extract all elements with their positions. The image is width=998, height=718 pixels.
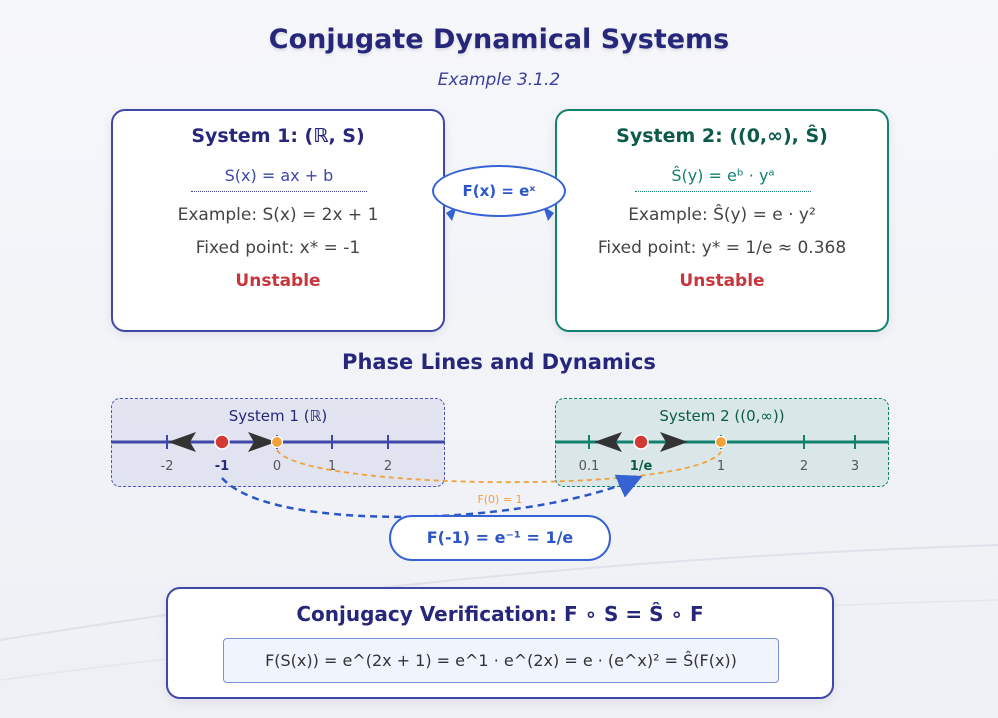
system1-card: System 1: (ℝ, S) S(x) = ax + b Example: …: [111, 109, 445, 332]
system1-stability: Unstable: [235, 271, 321, 291]
tick-label: 1: [717, 459, 725, 474]
verification-title: Conjugacy Verification: F ∘ S = Ŝ ∘ F: [296, 602, 704, 626]
tick-label: 0.1: [579, 459, 600, 474]
verification-equation: F(S(x)) = e^(2x + 1) = e^1 · e^(2x) = e …: [223, 638, 779, 683]
left-flow-arrow-2: [594, 432, 622, 452]
point-zero-marker: [270, 435, 284, 449]
fixed-point-marker-1: [214, 434, 230, 450]
system2-card: System 2: ((0,∞), Ŝ) Ŝ(y) = eᵇ · yᵃ Exam…: [555, 109, 889, 332]
mapping-equation-bubble: F(-1) = e⁻¹ = 1/e: [389, 515, 611, 561]
system2-title: System 2: ((0,∞), Ŝ): [616, 125, 828, 147]
phase-line-1-label: System 1 (ℝ): [228, 407, 328, 425]
tick-label: 0: [273, 459, 281, 474]
page-title: Conjugate Dynamical Systems: [268, 24, 730, 55]
system2-fixed-point: Fixed point: y* = 1/e ≈ 0.368: [597, 238, 847, 258]
system2-map: Ŝ(y) = eᵇ · yᵃ: [635, 166, 811, 192]
system2-stability: Unstable: [679, 271, 765, 291]
arrow-to-system2: [543, 206, 554, 221]
tick-label: 1: [328, 459, 336, 474]
tick-label: -2: [161, 459, 174, 474]
phase-line-2-label: System 2 ((0,∞)): [659, 407, 785, 425]
right-flow-arrow-1: [248, 432, 276, 452]
fixed-point-marker-2: [633, 434, 649, 450]
tick-label-fixed-point: -1: [215, 459, 229, 474]
tick-label: 2: [800, 459, 808, 474]
tick-label: 3: [851, 459, 859, 474]
conjugacy-map-bubble: F(x) = eˣ: [432, 165, 566, 217]
system1-example: Example: S(x) = 2x + 1: [177, 205, 379, 225]
orange-mapping-label: F(0) = 1: [477, 493, 522, 506]
tick-label-fixed-point: 1/e: [630, 459, 653, 474]
system1-title: System 1: (ℝ, S): [191, 125, 365, 147]
blue-mapping-curve: [221, 474, 643, 519]
left-flow-arrow-1: [168, 432, 196, 452]
point-one-marker: [714, 435, 728, 449]
system1-map: S(x) = ax + b: [191, 166, 367, 192]
tick-label: 2: [384, 459, 392, 474]
phase-section-title: Phase Lines and Dynamics: [342, 350, 656, 374]
system2-example: Example: Ŝ(y) = e · y²: [628, 205, 816, 225]
orange-mapping-curve: [276, 449, 722, 484]
page-subtitle: Example 3.1.2: [437, 70, 561, 90]
verification-panel: Conjugacy Verification: F ∘ S = Ŝ ∘ F F(…: [166, 587, 834, 699]
system1-fixed-point: Fixed point: x* = -1: [195, 238, 361, 258]
right-flow-arrow-2: [660, 432, 688, 452]
